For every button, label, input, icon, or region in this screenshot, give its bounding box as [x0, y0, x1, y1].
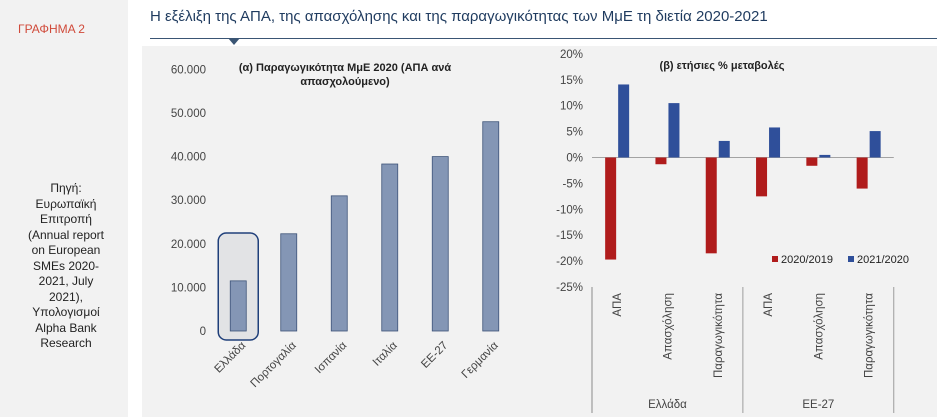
bar: [856, 157, 868, 189]
group-label: Ελλάδα: [648, 399, 687, 411]
figure-title: Η εξέλιξη της ΑΠΑ, της απασχόλησης και τ…: [150, 8, 768, 25]
bar: [819, 154, 831, 158]
source-line: 2021),: [48, 289, 84, 304]
figure-label: ΓΡΑΦΗΜΑ 2: [18, 22, 85, 36]
group-label: ΕΕ-27: [802, 399, 834, 411]
x-tick-label: Παραγωγικότητα: [713, 293, 725, 378]
x-tick-label: ΑΠΑ: [763, 293, 775, 317]
y-tick-label: 5%: [566, 127, 583, 139]
bar: [431, 156, 449, 332]
source-line: SMEs 2020-: [32, 258, 100, 273]
legend-label: 2020/2019: [781, 254, 833, 266]
source-line: Υπολογισμοί: [32, 305, 100, 319]
y-tick-label: -25%: [556, 282, 583, 294]
x-tick-label: Ιταλία: [371, 339, 400, 368]
title-pointer: [228, 38, 240, 45]
y-tick-label: 10.000: [171, 282, 206, 294]
bar: [655, 157, 667, 165]
source-line: Επιτροπή: [40, 212, 92, 226]
y-tick-label: 0%: [566, 153, 583, 165]
y-tick-label: 30.000: [171, 195, 206, 207]
chart-b-annual-changes: -25% -20% -15% -10% -5% 0% 5% 10% 15% 20% (β) ετήσ…: [556, 49, 909, 413]
source-line: Research: [40, 336, 92, 350]
y-tick-label: 20%: [560, 49, 583, 61]
bar: [482, 121, 500, 332]
x-tick-label: Γερμανία: [460, 339, 501, 380]
x-tick-label: ΑΠΑ: [612, 293, 624, 317]
chart-a-title: (α) Παραγωγικότητα ΜμΕ 2020 (ΑΠΑ ανά: [239, 62, 451, 74]
bar: [381, 163, 399, 332]
bar: [769, 127, 781, 158]
legend-swatch: [848, 256, 854, 262]
y-tick-label: 60.000: [171, 64, 206, 76]
y-tick-label: 0: [200, 326, 206, 338]
bar: [668, 103, 680, 158]
x-tick-label: ΕΕ-27: [419, 340, 450, 371]
x-tick-label: Πορτογαλία: [249, 339, 300, 390]
x-tick-label: Ελλάδα: [213, 339, 249, 375]
bar: [869, 131, 881, 158]
bar: [280, 233, 298, 332]
chart-a-title: απασχολούμενο): [300, 76, 390, 88]
x-tick-label: Ισπανία: [313, 339, 350, 376]
y-tick-label: 15%: [560, 75, 583, 87]
y-tick-label: -5%: [563, 178, 583, 190]
source-line: Ευρωπαϊκή: [35, 196, 97, 211]
x-tick-label: Απασχόληση: [662, 293, 674, 360]
source-line: (Annual report: [27, 227, 105, 242]
y-tick-label: -10%: [556, 204, 583, 216]
x-tick-label: Παραγωγικότητα: [864, 293, 876, 378]
y-tick-label: 10%: [560, 101, 583, 113]
x-tick-label: Απασχόληση: [813, 293, 825, 360]
source-line: Alpha Bank: [35, 320, 97, 335]
chart-b-title: (β) ετήσιες % μεταβολές: [660, 60, 785, 72]
bar: [618, 84, 630, 158]
bar: [718, 140, 730, 158]
y-tick-label: -20%: [556, 256, 583, 268]
source-line: on European: [31, 243, 101, 257]
bar: [330, 195, 348, 332]
source-line: 2021, July: [38, 274, 94, 288]
legend-swatch: [772, 256, 778, 262]
source-line: Πηγή:: [50, 181, 82, 195]
y-tick-label: 40.000: [171, 152, 206, 164]
y-tick-label: -15%: [556, 230, 583, 242]
y-tick-label: 50.000: [171, 108, 206, 120]
title-underline: [150, 38, 937, 39]
bar: [229, 280, 247, 332]
chart-area-background: [142, 46, 937, 417]
bar: [806, 157, 818, 166]
bar: [705, 157, 717, 254]
legend-label: 2021/2020: [857, 254, 909, 266]
bar: [756, 157, 768, 197]
y-tick-label: 20.000: [171, 239, 206, 251]
source-note: Πηγή: Ευρωπαϊκή Επιτροπή (Annual report on E…: [18, 181, 114, 352]
left-sidebar: [0, 0, 128, 417]
bar: [605, 157, 617, 260]
chart-a-productivity: 0 10.000 20.000 30.000 40.000 50.000 60.000 (α)…: [171, 62, 501, 390]
